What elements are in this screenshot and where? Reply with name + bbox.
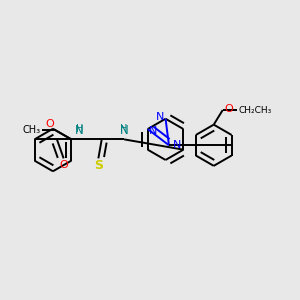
Text: N: N [149, 126, 158, 136]
Text: H: H [76, 124, 83, 134]
Text: N: N [75, 124, 84, 137]
Text: CH₂CH₃: CH₂CH₃ [238, 106, 272, 115]
Text: N: N [156, 112, 164, 122]
Text: O: O [59, 160, 68, 170]
Text: O: O [224, 104, 233, 115]
Text: N: N [172, 140, 181, 150]
Text: CH₃: CH₃ [23, 125, 41, 135]
Text: O: O [46, 118, 55, 129]
Text: S: S [94, 159, 103, 172]
Text: N: N [120, 124, 128, 137]
Text: H: H [120, 124, 128, 134]
